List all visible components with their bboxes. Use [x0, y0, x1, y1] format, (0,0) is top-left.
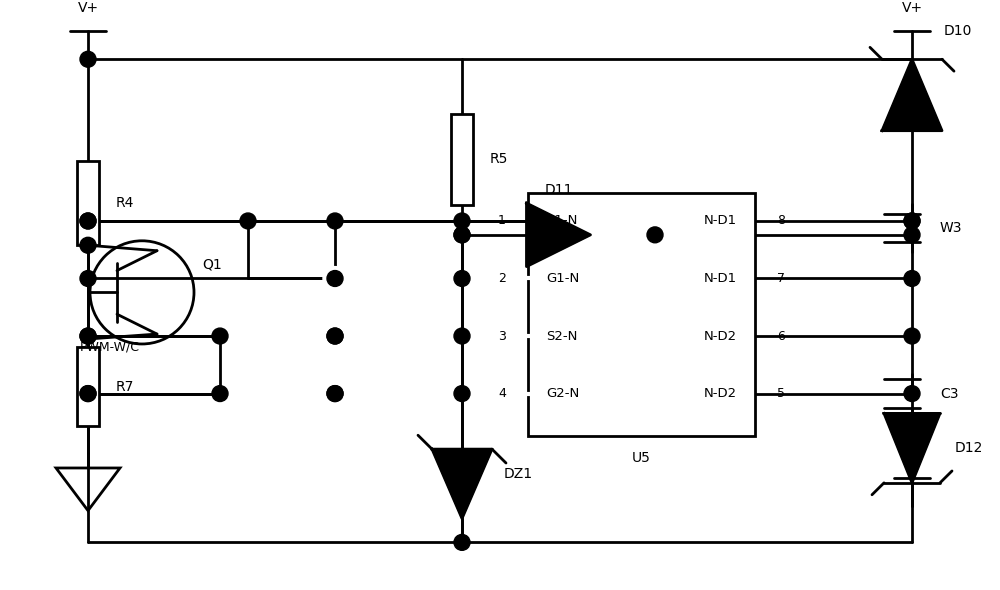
Circle shape: [647, 227, 663, 242]
Circle shape: [212, 386, 228, 402]
Circle shape: [80, 386, 96, 402]
Circle shape: [454, 535, 470, 550]
Circle shape: [904, 227, 920, 242]
Bar: [451, 114, 473, 205]
Circle shape: [80, 271, 96, 286]
Text: 7: 7: [777, 272, 785, 285]
Text: 1: 1: [498, 214, 506, 228]
Circle shape: [80, 51, 96, 67]
Circle shape: [904, 213, 920, 229]
Text: 8: 8: [777, 214, 785, 228]
Text: N-D1: N-D1: [704, 272, 737, 285]
Circle shape: [327, 328, 343, 344]
Text: DZ1: DZ1: [504, 467, 533, 481]
Circle shape: [80, 213, 96, 229]
Text: Q1: Q1: [202, 258, 222, 271]
Circle shape: [80, 386, 96, 402]
Circle shape: [80, 213, 96, 229]
Circle shape: [323, 324, 347, 348]
Text: D12: D12: [955, 441, 983, 455]
Circle shape: [80, 328, 96, 344]
Text: 6: 6: [777, 330, 785, 343]
Circle shape: [454, 227, 470, 242]
Text: D11: D11: [544, 183, 573, 197]
Text: 3: 3: [498, 330, 506, 343]
Text: 2: 2: [498, 272, 506, 285]
Text: V+: V+: [901, 1, 923, 15]
Circle shape: [327, 213, 343, 229]
Polygon shape: [526, 203, 590, 267]
Circle shape: [904, 386, 920, 402]
Text: G2-N: G2-N: [546, 387, 579, 400]
Circle shape: [454, 386, 470, 402]
Circle shape: [80, 328, 96, 344]
Bar: [77, 347, 99, 427]
Circle shape: [454, 271, 470, 286]
Text: R5: R5: [490, 152, 508, 166]
Circle shape: [454, 227, 470, 242]
Circle shape: [904, 328, 920, 344]
Circle shape: [904, 271, 920, 286]
Text: U5: U5: [632, 451, 651, 465]
Bar: [528, 193, 755, 436]
Text: C3: C3: [940, 386, 958, 401]
Bar: [77, 161, 99, 245]
Text: V+: V+: [77, 1, 99, 15]
Text: V+: V+: [901, 447, 923, 461]
Text: R7: R7: [116, 379, 134, 394]
Text: S2-N: S2-N: [546, 330, 577, 343]
Text: PWM-W/C: PWM-W/C: [80, 340, 140, 353]
Text: G1-N: G1-N: [546, 272, 579, 285]
Text: 5: 5: [777, 387, 785, 400]
Polygon shape: [432, 449, 492, 519]
Text: N-D2: N-D2: [704, 330, 737, 343]
Text: N-D2: N-D2: [704, 387, 737, 400]
Circle shape: [327, 386, 343, 402]
Circle shape: [323, 267, 347, 290]
Circle shape: [212, 328, 228, 344]
Circle shape: [454, 213, 470, 229]
Text: D10: D10: [944, 24, 972, 38]
Text: N-D1: N-D1: [704, 214, 737, 228]
Text: 4: 4: [498, 387, 506, 400]
Circle shape: [80, 237, 96, 253]
Circle shape: [327, 328, 343, 344]
Circle shape: [327, 386, 343, 402]
Text: R4: R4: [116, 196, 134, 210]
Circle shape: [240, 213, 256, 229]
Circle shape: [454, 328, 470, 344]
Polygon shape: [882, 59, 942, 130]
Polygon shape: [884, 414, 940, 483]
Circle shape: [323, 382, 347, 405]
Circle shape: [327, 271, 343, 286]
Circle shape: [904, 213, 920, 229]
Text: S1-N: S1-N: [546, 214, 577, 228]
Text: W3: W3: [940, 221, 962, 235]
